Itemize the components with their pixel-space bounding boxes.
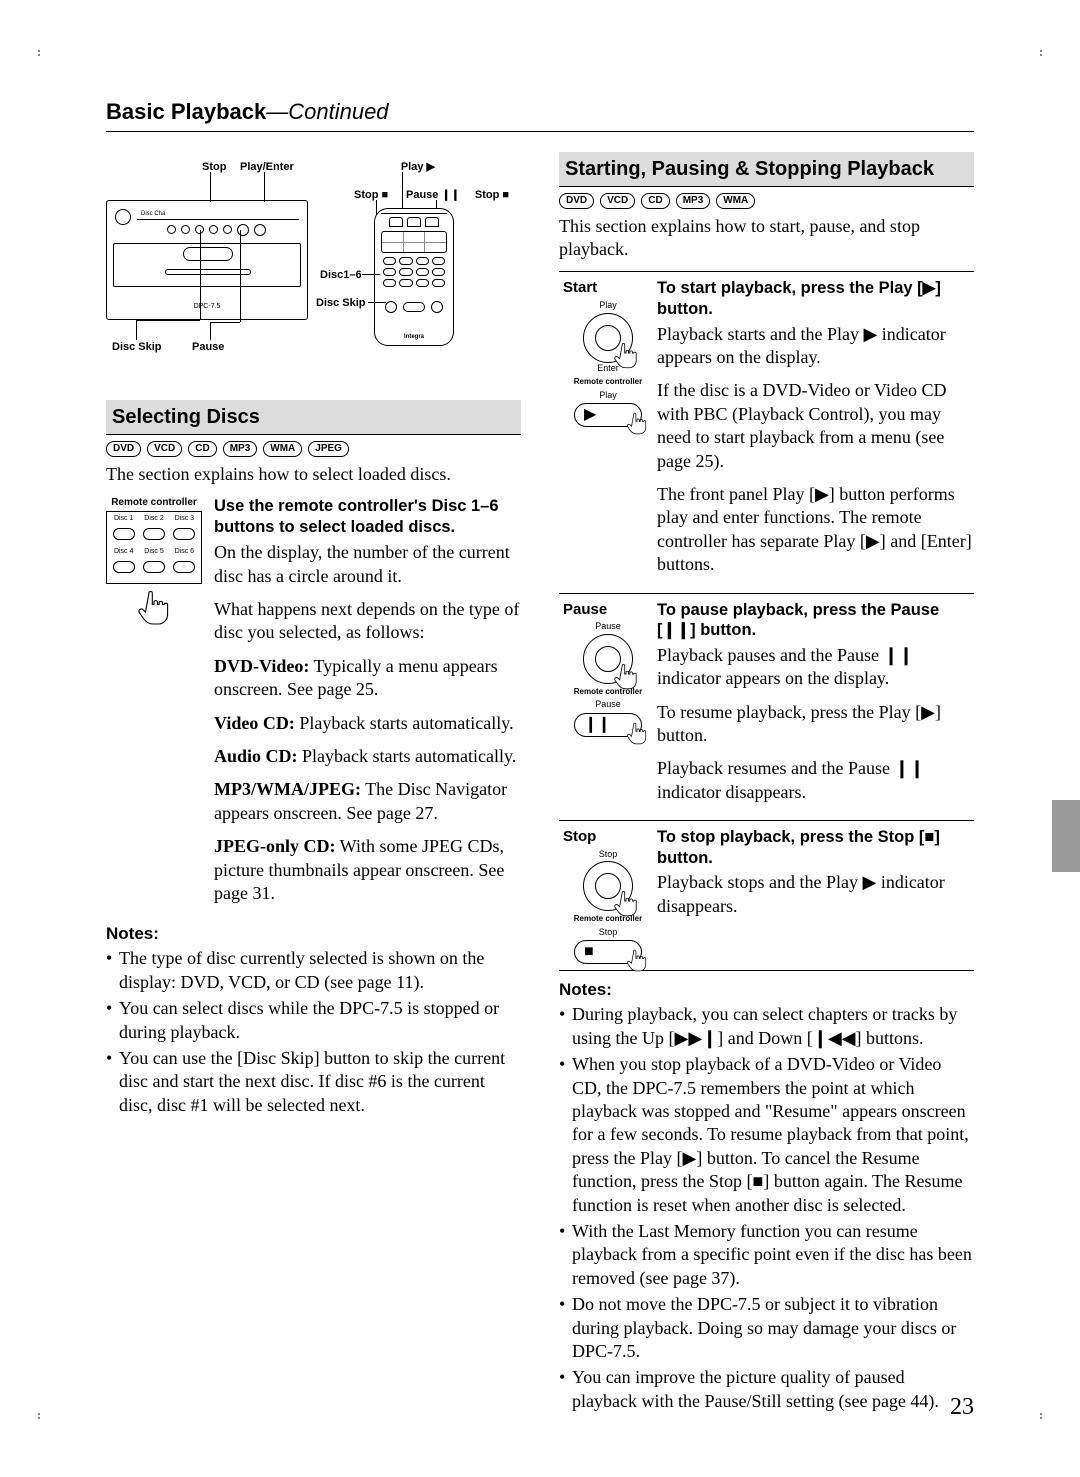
notes-list-right: During playback, you can select chapters…: [559, 1003, 974, 1413]
play-button-icon: [583, 313, 633, 363]
label-stop-remote: Stop ■: [475, 188, 509, 202]
page-number: 23: [950, 1392, 974, 1423]
label-disc1-6: Disc1–6: [320, 268, 362, 282]
label-pause-panel: Pause: [192, 340, 224, 354]
start-heading: To start playback, press the Play [▶] bu…: [657, 278, 974, 319]
format-dvd: DVD: [106, 441, 141, 457]
sel-main-heading: Use the remote controller's Disc 1–6 but…: [214, 496, 521, 537]
sel-para1: On the display, the number of the curren…: [214, 541, 521, 588]
note-left-1: You can select discs while the DPC-7.5 i…: [106, 997, 521, 1044]
note-right-2: With the Last Memory function you can re…: [559, 1220, 974, 1290]
selecting-intro: The section explains how to select loade…: [106, 463, 521, 486]
selecting-discs-heading: Selecting Discs: [106, 400, 521, 435]
stop-row: Stop Stop Remote controller Stop ■ To st…: [559, 820, 974, 964]
side-tab: [1052, 800, 1080, 872]
pause-heading: To pause playback, press the Pause [❙❙] …: [657, 600, 974, 641]
right-column: Starting, Pausing & Stopping Playback DV…: [559, 152, 974, 1417]
stop-p1: Playback stops and the Play ▶ indicator …: [657, 871, 974, 918]
starting-intro: This section explains how to start, paus…: [559, 215, 974, 262]
format-vcd: VCD: [147, 441, 182, 457]
format-mp3: MP3: [223, 441, 258, 457]
start-title: Start: [559, 278, 657, 298]
stop-heading: To stop playback, press the Stop [■] but…: [657, 827, 974, 868]
header-title: Basic Playback: [106, 99, 266, 124]
label-disc-skip-panel: Disc Skip: [112, 340, 162, 354]
format-badges-right: DVD VCD CD MP3 WMA: [559, 193, 974, 209]
format-cd: CD: [188, 441, 216, 457]
label-stop: Stop: [202, 160, 226, 174]
device-diagram: Stop Play/Enter Disc Cha: [106, 152, 521, 382]
start-row: Start Play Enter Remote controller Play …: [559, 271, 974, 586]
mp3-line: MP3/WMA/JPEG: The Disc Navigator appears…: [214, 778, 521, 825]
note-right-0: During playback, you can select chapters…: [559, 1003, 974, 1050]
pause-p3: Playback resumes and the Pause ❙❙ indica…: [657, 757, 974, 804]
finger-icon: [137, 588, 171, 626]
dvd-video-line: DVD-Video: Typically a menu appears onsc…: [214, 655, 521, 702]
video-cd-line: Video CD: Playback starts automatically.: [214, 712, 521, 735]
pause-row: Pause Pause Remote controller Pause ❙❙ T…: [559, 593, 974, 815]
player-front-panel: Disc Cha DPC-7.5: [106, 200, 308, 320]
label-play-remote: Play ▶: [401, 160, 435, 174]
stop-title: Stop: [559, 827, 657, 847]
note-right-4: You can improve the picture quality of p…: [559, 1366, 974, 1413]
pause-p2: To resume playback, press the Play [▶] b…: [657, 701, 974, 748]
notes-heading-left: Notes:: [106, 923, 521, 945]
note-right-1: When you stop playback of a DVD-Video or…: [559, 1053, 974, 1217]
note-left-2: You can use the [Disc Skip] button to sk…: [106, 1047, 521, 1117]
left-column: Stop Play/Enter Disc Cha: [106, 152, 521, 1417]
sel-para2: What happens next depends on the type of…: [214, 598, 521, 645]
notes-list-left: The type of disc currently selected is s…: [106, 947, 521, 1117]
format-badges-left: DVD VCD CD MP3 WMA JPEG: [106, 441, 521, 457]
remote-disc-buttons-figure: Remote controller Disc 1 Disc 2 Disc 3 D…: [106, 496, 202, 915]
starting-heading: Starting, Pausing & Stopping Playback: [559, 152, 974, 187]
pause-p1: Playback pauses and the Pause ❙❙ indicat…: [657, 644, 974, 691]
remote-brand: Integra: [375, 334, 453, 342]
play-panel-button-icon: ▶: [574, 403, 642, 427]
note-right-3: Do not move the DPC-7.5 or subject it to…: [559, 1293, 974, 1363]
label-disc-skip-remote: Disc Skip: [316, 296, 366, 310]
notes-heading-right: Notes:: [559, 979, 974, 1001]
audio-cd-line: Audio CD: Playback starts automatically.: [214, 745, 521, 768]
label-play-enter: Play/Enter: [240, 160, 294, 174]
note-left-0: The type of disc currently selected is s…: [106, 947, 521, 994]
format-jpeg: JPEG: [308, 441, 349, 457]
pause-panel-button-icon: ❙❙: [574, 713, 642, 737]
stop-panel-button-icon: ■: [574, 940, 642, 964]
header-continued: —Continued: [266, 99, 388, 124]
format-wma: WMA: [263, 441, 302, 457]
pause-button-icon: [583, 634, 633, 684]
remote-controller-diagram: Integra: [374, 208, 454, 346]
jpeg-line: JPEG-only CD: With some JPEG CDs, pictur…: [214, 835, 521, 905]
start-p1: Playback starts and the Play ▶ indicator…: [657, 323, 974, 370]
page-header: Basic Playback—Continued: [106, 98, 974, 132]
pause-title: Pause: [559, 600, 657, 620]
stop-button-icon: [583, 861, 633, 911]
start-p2: If the disc is a DVD-Video or Video CD w…: [657, 379, 974, 473]
start-p3: The front panel Play [▶] button performs…: [657, 483, 974, 577]
